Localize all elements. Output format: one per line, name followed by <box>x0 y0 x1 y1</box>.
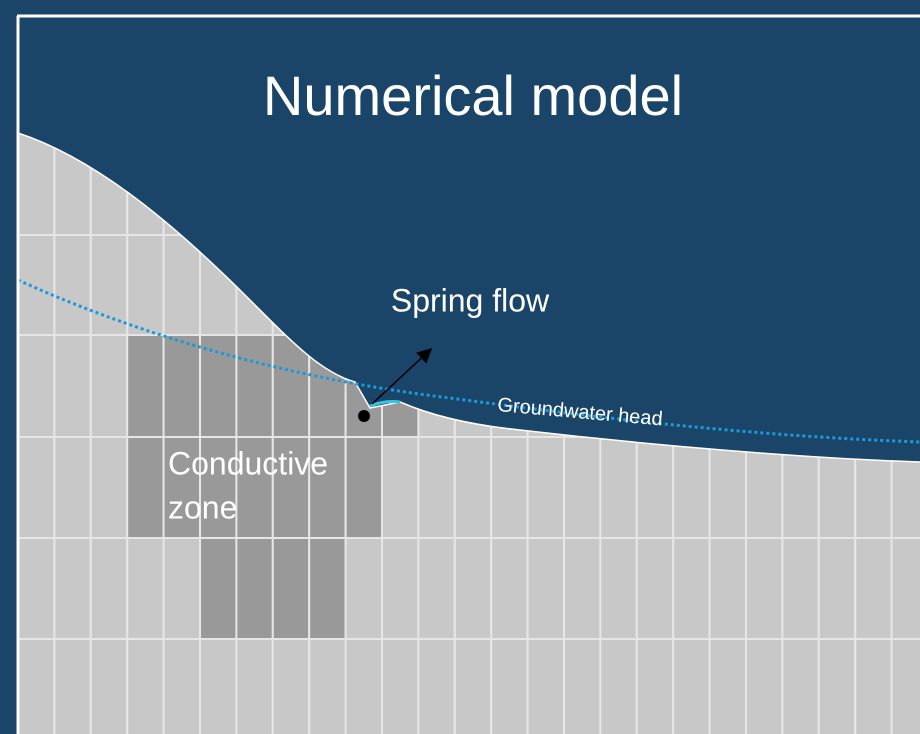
grid-cell <box>526 638 565 734</box>
grid-cell <box>490 638 529 734</box>
grid-cell <box>672 638 711 734</box>
grid-cell <box>526 436 565 539</box>
grid-cell <box>781 638 820 734</box>
grid-cell <box>344 436 384 539</box>
grid-cell <box>235 436 274 539</box>
grid-cell <box>235 638 274 734</box>
grid-cell <box>53 638 92 734</box>
grid-cell <box>854 537 893 640</box>
grid-cell <box>89 638 129 734</box>
title: Numerical model <box>263 64 683 127</box>
grid-cell <box>199 334 238 438</box>
grid-cell <box>453 436 493 539</box>
grid-cell <box>89 537 129 640</box>
groundwater-line <box>17 278 920 444</box>
ground-surface <box>17 132 920 463</box>
grid-cell <box>490 436 529 539</box>
grid-cell <box>126 234 165 336</box>
spring-flow-label: Spring flow <box>391 282 550 318</box>
grid-cell <box>563 537 602 640</box>
grid-cell <box>599 638 638 734</box>
grid-cell <box>162 234 202 336</box>
flow-arrow <box>371 347 433 405</box>
grid-cell <box>563 436 602 539</box>
grid-cell <box>890 638 920 734</box>
grid-cell <box>162 638 202 734</box>
grid-cell <box>599 436 638 539</box>
grid-cell <box>308 537 347 640</box>
grid-cell <box>17 638 56 734</box>
grid-cell <box>672 436 711 539</box>
grid-cell <box>271 638 311 734</box>
grid-cell <box>453 638 493 734</box>
grid-cell <box>817 638 857 734</box>
sky-cover <box>0 0 920 462</box>
grid-cell <box>53 436 92 539</box>
grid-cell <box>490 537 529 640</box>
grid-cell <box>381 537 420 640</box>
grid-cell <box>162 436 202 539</box>
grid-cell <box>672 537 711 640</box>
grid-cell <box>417 638 456 734</box>
grid-cell <box>89 436 129 539</box>
grid-cell <box>53 234 92 336</box>
grid-cell <box>417 537 456 640</box>
grid-cell <box>708 537 747 640</box>
grid-cell <box>162 334 202 438</box>
grid-cell <box>708 638 747 734</box>
grid-cell <box>89 234 129 336</box>
grid-cell <box>53 334 92 438</box>
spring-point <box>358 410 370 422</box>
grid-cell <box>526 537 565 640</box>
grid-cell <box>781 537 820 640</box>
grid-cell <box>817 537 857 640</box>
grid-cell <box>381 436 420 539</box>
grid-cell <box>235 537 274 640</box>
grid-cell <box>53 537 92 640</box>
grid-cell <box>126 537 165 640</box>
grid-cell <box>89 334 129 438</box>
grid-cell <box>235 334 274 438</box>
grid-cell <box>417 436 456 539</box>
grid-cell <box>162 537 202 640</box>
grid-cell <box>890 537 920 640</box>
grid-cell <box>199 638 238 734</box>
conductive-zone-label: zone <box>168 489 237 525</box>
conductive-zone-label: Conductive <box>168 445 328 481</box>
grid-cell <box>635 638 675 734</box>
grid-cell <box>17 334 56 438</box>
grid-cell <box>308 638 347 734</box>
grid-cell <box>563 638 602 734</box>
grid-cell <box>745 638 784 734</box>
grid-cell <box>599 537 638 640</box>
grid-cell <box>344 537 384 640</box>
grid-cell <box>199 537 238 640</box>
grid-cell <box>381 638 420 734</box>
grid-cell <box>344 638 384 734</box>
grid-cell <box>17 537 56 640</box>
grid-cell <box>635 436 675 539</box>
grid-cell <box>453 537 493 640</box>
spring-pool <box>369 400 401 408</box>
grid-cell <box>126 638 165 734</box>
grid-cell <box>854 638 893 734</box>
grid-cell <box>126 436 165 539</box>
grid-cell <box>126 334 165 438</box>
grid-cell <box>745 537 784 640</box>
grid-cell <box>635 537 675 640</box>
grid-cell <box>271 537 311 640</box>
grid-cell <box>17 436 56 539</box>
grid-cell <box>17 234 56 336</box>
